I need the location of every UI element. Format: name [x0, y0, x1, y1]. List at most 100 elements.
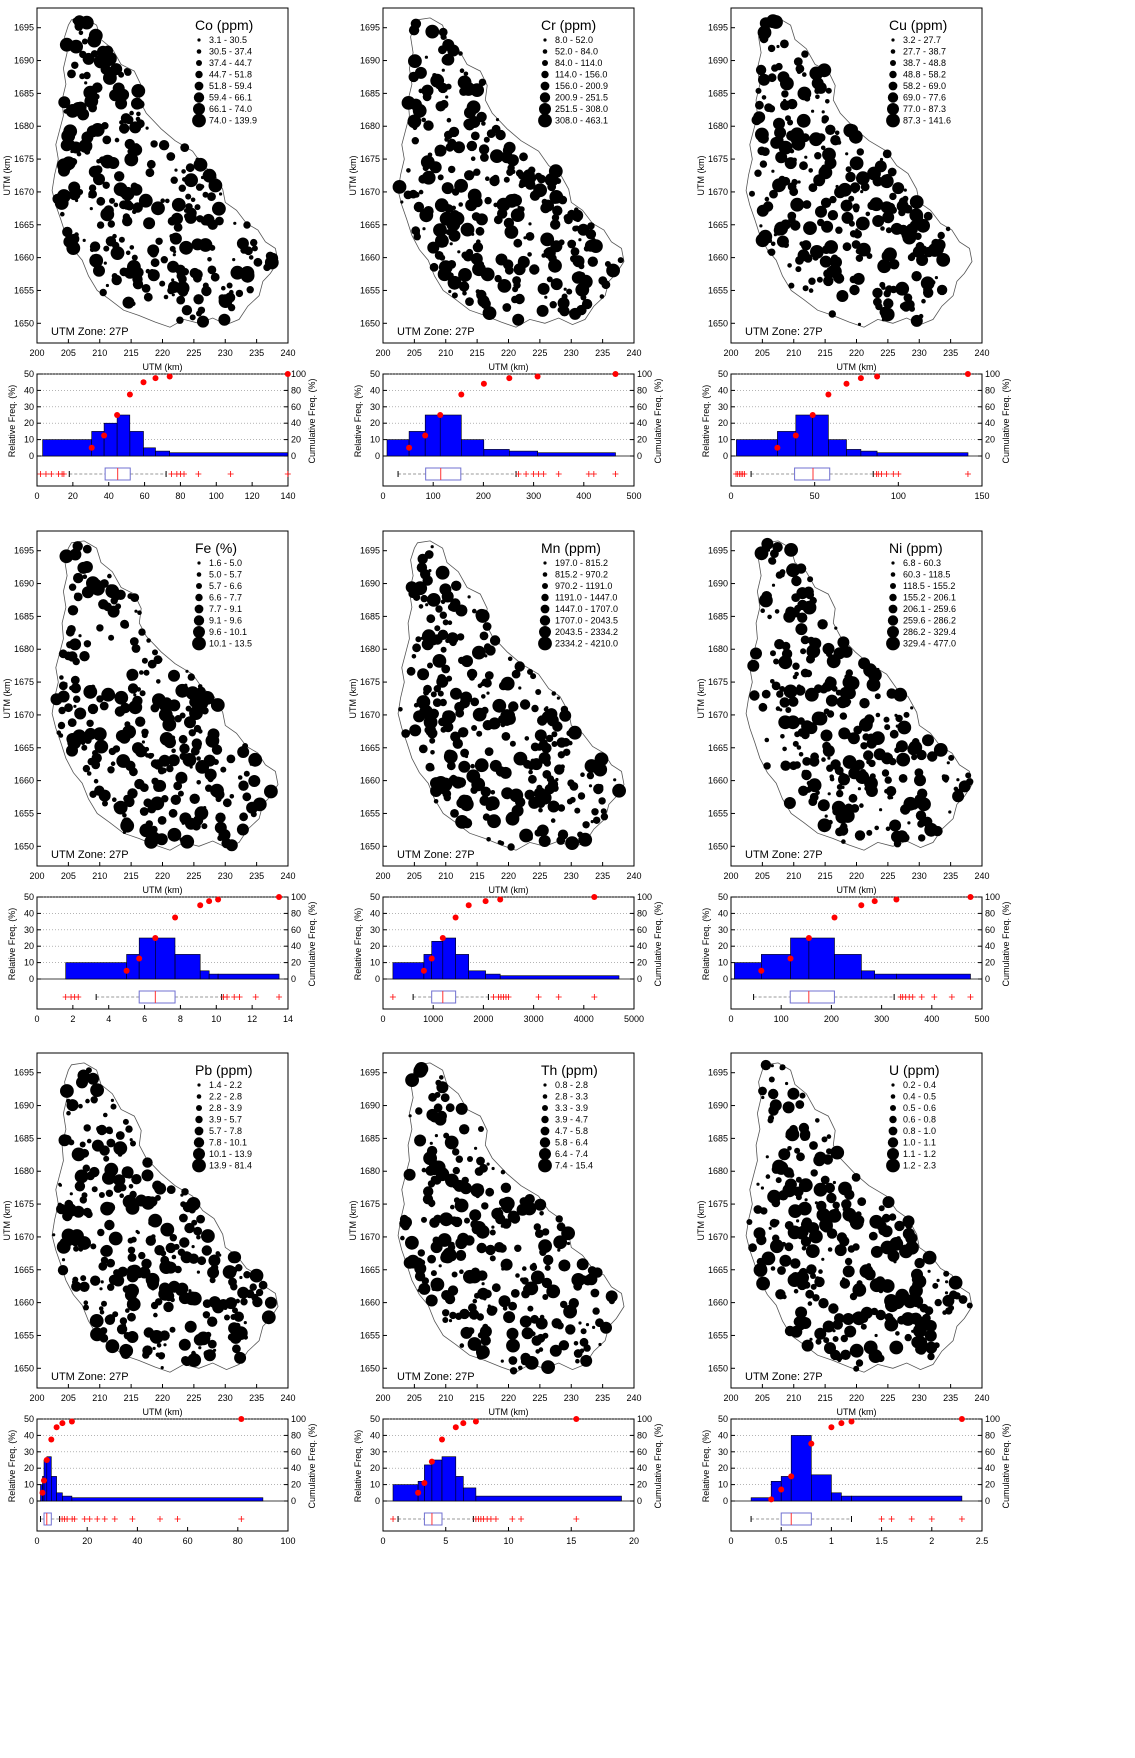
sample-symbol: [795, 1306, 808, 1319]
map-ylabel: UTM (km): [348, 1201, 358, 1241]
sample-symbol: [185, 705, 192, 712]
sample-symbol: [255, 1288, 264, 1297]
sample-symbol: [856, 148, 864, 156]
sample-symbol: [487, 1304, 491, 1308]
sample-symbol: [746, 1219, 753, 1225]
sample-symbol: [888, 1213, 897, 1221]
panel-fe: 200 205 210 215 220 225 230 235 2401650165516601…: [2, 530, 317, 1024]
sample-symbol: [773, 117, 785, 130]
sample-symbol: [863, 1340, 878, 1355]
sample-symbol: [188, 1289, 192, 1293]
sample-symbol: [767, 44, 776, 53]
sample-symbol: [223, 1305, 228, 1310]
map-xtick-label: 210: [786, 1393, 801, 1403]
sample-symbol: [230, 1314, 237, 1320]
sample-symbol: [83, 1304, 89, 1311]
map-xtick-label: 200: [29, 871, 44, 881]
sample-symbol: [551, 691, 557, 696]
sample-symbol: [243, 770, 250, 777]
legend-symbol: [542, 49, 548, 54]
sample-symbol: [543, 247, 556, 259]
map-ytick-label: 1650: [360, 318, 380, 328]
sample-symbol: [70, 141, 82, 154]
sample-symbol: [66, 1110, 71, 1116]
sample-symbol: [74, 1181, 86, 1192]
hist-ytick-right-label: 60: [291, 1447, 301, 1457]
sample-symbol: [417, 1249, 425, 1257]
sample-symbol: [565, 836, 579, 850]
legend-label: 87.3 - 141.6: [903, 116, 951, 126]
sample-symbol: [208, 1254, 221, 1267]
cumulative-point: [415, 1489, 422, 1496]
hist-ytick-left-label: 40: [718, 908, 728, 918]
sample-symbol: [521, 1327, 534, 1340]
sample-symbol: [785, 1127, 800, 1142]
sample-symbol: [465, 297, 474, 306]
sample-symbol: [114, 171, 125, 182]
sample-symbol: [207, 1316, 218, 1327]
sample-symbol: [830, 1145, 845, 1160]
hist-ylabel-right: Cumulative Freq. (%): [653, 901, 663, 986]
sample-symbol: [110, 1098, 114, 1102]
sample-symbol: [595, 1318, 604, 1328]
sample-symbol: [475, 783, 482, 789]
map-ytick-label: 1685: [360, 88, 380, 98]
sample-symbol: [771, 583, 776, 587]
sample-symbol: [758, 73, 770, 86]
sample-symbol: [511, 669, 521, 679]
map-xtick-label: 240: [280, 871, 295, 881]
map-xtick-label: 235: [249, 348, 264, 358]
sample-symbol: [141, 728, 149, 736]
map-ytick-label: 1665: [708, 220, 728, 230]
sample-symbol: [755, 64, 767, 76]
sample-symbol: [113, 1174, 126, 1187]
sample-symbol: [475, 226, 485, 236]
sample-symbol: [884, 776, 892, 784]
sample-symbol: [539, 1314, 545, 1320]
sample-symbol: [164, 1261, 177, 1274]
sample-symbol: [586, 771, 595, 780]
sample-symbol: [210, 698, 225, 712]
map-xtick-label: 205: [755, 348, 770, 358]
sample-symbol: [115, 1131, 125, 1140]
sample-symbol: [112, 233, 117, 239]
sample-symbol: [561, 293, 568, 300]
sample-symbol: [546, 276, 553, 283]
sample-symbol: [119, 1317, 128, 1325]
sample-symbol: [132, 202, 143, 213]
panel-ni: 200 205 210 215 220 225 230 235 2401650165516601…: [696, 530, 1011, 1024]
sample-symbol: [115, 603, 122, 610]
sample-symbol: [771, 169, 775, 173]
sample-symbol: [118, 187, 129, 198]
map-ytick-label: 1690: [360, 579, 380, 589]
legend-label: 5.7 - 6.6: [209, 581, 242, 591]
sample-symbol: [922, 734, 934, 747]
outlier-mark: [515, 471, 522, 477]
sample-symbol: [131, 84, 146, 98]
sample-symbol: [841, 211, 854, 224]
legend-symbol: [196, 572, 202, 577]
sample-symbol: [480, 786, 491, 797]
sample-symbol: [924, 1306, 934, 1316]
hist-bar: [439, 414, 462, 457]
sample-symbol: [571, 1273, 586, 1287]
map-ytick-label: 1675: [14, 677, 34, 687]
sample-symbol: [429, 262, 439, 272]
sample-symbol: [202, 1311, 211, 1319]
sample-symbol: [882, 211, 895, 224]
sample-symbol: [844, 1257, 853, 1266]
hist-bar: [386, 439, 410, 457]
sample-symbol: [69, 638, 82, 651]
sample-symbol: [855, 254, 864, 262]
sample-symbol: [78, 139, 93, 153]
sample-symbol: [591, 237, 596, 243]
sample-symbol: [799, 1092, 806, 1099]
sample-symbol: [235, 289, 244, 298]
sample-symbol: [784, 543, 798, 557]
sample-symbol: [527, 1305, 534, 1312]
cumulative-point: [787, 955, 794, 962]
sample-symbol: [61, 1258, 66, 1262]
sample-symbol: [821, 110, 825, 114]
sample-symbol: [189, 314, 196, 321]
sample-symbol: [461, 818, 473, 829]
